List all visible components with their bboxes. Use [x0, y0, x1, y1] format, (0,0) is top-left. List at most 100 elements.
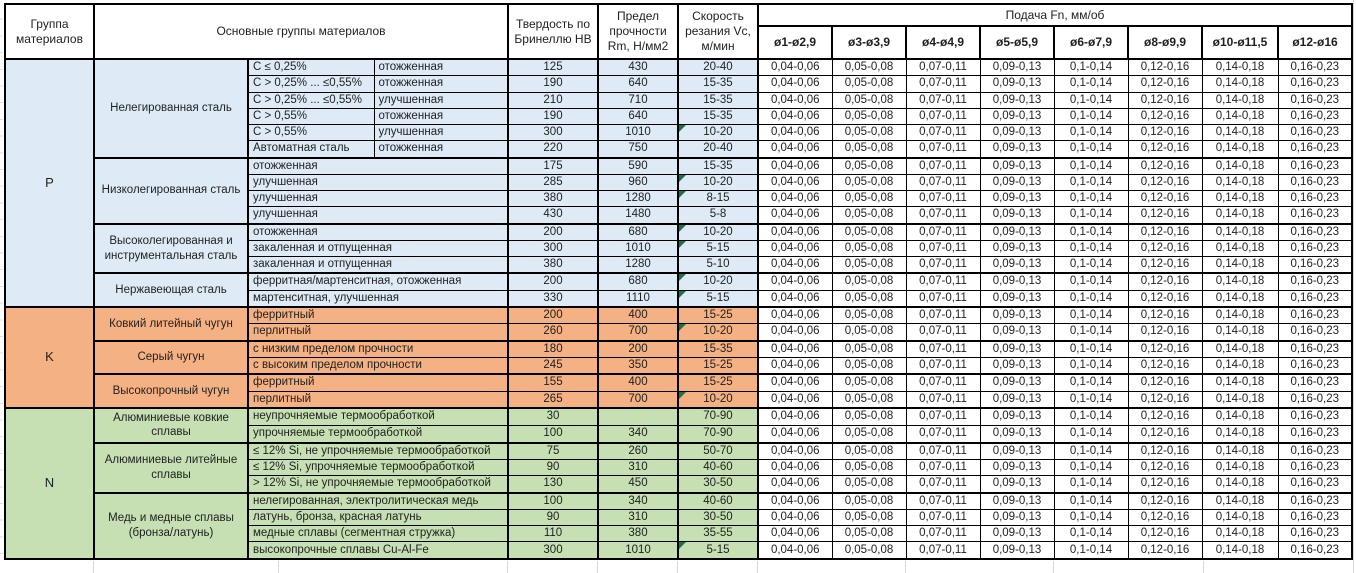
feed-value-cell[interactable]: 0,12-0,16 [1127, 156, 1203, 175]
feed-value-cell[interactable]: 0,07-0,11 [905, 525, 981, 543]
material-subtype-cell[interactable]: C > 0,25% ... ≤0,55% [247, 75, 375, 93]
feed-value-cell[interactable]: 0,14-0,18 [1201, 306, 1279, 325]
feed-value-cell[interactable]: 0,1-0,14 [1053, 509, 1129, 527]
feed-value-cell[interactable]: 0,12-0,16 [1127, 525, 1203, 543]
feed-value-cell[interactable]: 0,16-0,23 [1277, 222, 1353, 241]
material-condition-cell[interactable]: с высоким пределом прочности [247, 356, 509, 375]
feed-value-cell[interactable]: 0,16-0,23 [1277, 525, 1353, 543]
feed-value-cell[interactable]: 0,12-0,16 [1127, 441, 1203, 461]
material-condition-cell[interactable]: улучшенная [247, 173, 509, 192]
feed-value-cell[interactable]: 0,09-0,13 [979, 123, 1055, 142]
feed-value-cell[interactable]: 0,04-0,06 [757, 406, 833, 426]
strength-cell[interactable] [597, 406, 679, 426]
feed-value-cell[interactable]: 0,05-0,08 [831, 58, 907, 77]
feed-value-cell[interactable]: 0,12-0,16 [1127, 339, 1203, 358]
feed-value-cell[interactable]: 0,04-0,06 [757, 491, 833, 511]
feed-value-cell[interactable]: 0,05-0,08 [831, 306, 907, 325]
hardness-cell[interactable]: 200 [507, 222, 599, 241]
feed-value-cell[interactable]: 0,05-0,08 [831, 107, 907, 126]
cutting-speed-cell[interactable]: 35-55 [677, 525, 759, 543]
feed-value-cell[interactable]: 0,09-0,13 [979, 91, 1055, 109]
feed-value-cell[interactable]: 0,07-0,11 [905, 256, 981, 274]
feed-value-cell[interactable]: 0,14-0,18 [1201, 206, 1279, 225]
feed-value-cell[interactable]: 0,1-0,14 [1053, 424, 1129, 444]
feed-value-cell[interactable]: 0,1-0,14 [1053, 123, 1129, 142]
feed-value-cell[interactable]: 0,16-0,23 [1277, 173, 1353, 192]
feed-value-cell[interactable]: 0,09-0,13 [979, 107, 1055, 126]
cutting-speed-cell[interactable]: 5-15 [677, 289, 759, 308]
header-main-material-groups[interactable]: Основные группы материалов [93, 3, 509, 60]
hardness-cell[interactable]: 190 [507, 75, 599, 93]
hardness-cell[interactable]: 200 [507, 272, 599, 291]
feed-value-cell[interactable]: 0,1-0,14 [1053, 58, 1129, 77]
material-condition-cell[interactable]: отожженная [373, 140, 509, 159]
feed-value-cell[interactable]: 0,12-0,16 [1127, 173, 1203, 192]
feed-value-cell[interactable]: 0,16-0,23 [1277, 356, 1353, 375]
feed-value-cell[interactable]: 0,12-0,16 [1127, 140, 1203, 159]
header-diameter-6[interactable]: ø8-ø9,9 [1127, 25, 1203, 60]
feed-value-cell[interactable]: 0,1-0,14 [1053, 206, 1129, 225]
cutting-speed-cell[interactable]: 15-35 [677, 91, 759, 109]
strength-cell[interactable]: 700 [597, 390, 679, 409]
feed-value-cell[interactable]: 0,04-0,06 [757, 441, 833, 461]
feed-value-cell[interactable]: 0,14-0,18 [1201, 541, 1279, 560]
feed-value-cell[interactable]: 0,16-0,23 [1277, 190, 1353, 208]
header-feed-title[interactable]: Подача Fn, мм/об [756, 3, 1354, 27]
feed-value-cell[interactable]: 0,12-0,16 [1127, 123, 1203, 142]
feed-value-cell[interactable]: 0,1-0,14 [1053, 441, 1129, 461]
feed-value-cell[interactable]: 0,09-0,13 [979, 491, 1055, 511]
hardness-cell[interactable]: 90 [507, 459, 599, 477]
feed-value-cell[interactable]: 0,1-0,14 [1053, 339, 1129, 358]
strength-cell[interactable]: 1280 [597, 190, 679, 208]
material-condition-cell[interactable]: отожженная [373, 58, 509, 77]
material-block-name-cell[interactable]: Медь и медные сплавы (бронза/латунь) [93, 491, 249, 560]
material-subtype-cell[interactable]: C > 0,25% ... ≤0,55% [247, 91, 375, 109]
feed-value-cell[interactable]: 0,12-0,16 [1127, 424, 1203, 444]
feed-value-cell[interactable]: 0,12-0,16 [1127, 306, 1203, 325]
feed-value-cell[interactable]: 0,16-0,23 [1277, 256, 1353, 274]
feed-value-cell[interactable]: 0,09-0,13 [979, 306, 1055, 325]
feed-value-cell[interactable]: 0,05-0,08 [831, 339, 907, 358]
feed-value-cell[interactable]: 0,05-0,08 [831, 190, 907, 208]
feed-value-cell[interactable]: 0,16-0,23 [1277, 475, 1353, 494]
feed-value-cell[interactable]: 0,04-0,06 [757, 75, 833, 93]
strength-cell[interactable]: 340 [597, 491, 679, 511]
feed-value-cell[interactable]: 0,09-0,13 [979, 356, 1055, 375]
feed-value-cell[interactable]: 0,09-0,13 [979, 406, 1055, 426]
hardness-cell[interactable]: 175 [507, 156, 599, 175]
material-condition-cell[interactable]: латунь, бронза, красная латунь [247, 509, 509, 527]
feed-value-cell[interactable]: 0,16-0,23 [1277, 406, 1353, 426]
feed-value-cell[interactable]: 0,14-0,18 [1201, 491, 1279, 511]
hardness-cell[interactable]: 125 [507, 58, 599, 77]
hardness-cell[interactable]: 380 [507, 256, 599, 274]
feed-value-cell[interactable]: 0,1-0,14 [1053, 373, 1129, 392]
strength-cell[interactable]: 1010 [597, 239, 679, 258]
feed-value-cell[interactable]: 0,04-0,06 [757, 239, 833, 258]
feed-value-cell[interactable]: 0,09-0,13 [979, 58, 1055, 77]
material-condition-cell[interactable]: ≤ 12% Si, не упрочняемые термообработкой [247, 441, 509, 461]
feed-value-cell[interactable]: 0,05-0,08 [831, 390, 907, 409]
feed-value-cell[interactable]: 0,05-0,08 [831, 459, 907, 477]
feed-value-cell[interactable]: 0,04-0,06 [757, 156, 833, 175]
strength-cell[interactable]: 640 [597, 107, 679, 126]
feed-value-cell[interactable]: 0,07-0,11 [905, 509, 981, 527]
feed-value-cell[interactable]: 0,1-0,14 [1053, 541, 1129, 560]
hardness-cell[interactable]: 100 [507, 424, 599, 444]
feed-value-cell[interactable]: 0,1-0,14 [1053, 306, 1129, 325]
feed-value-cell[interactable]: 0,1-0,14 [1053, 272, 1129, 291]
hardness-cell[interactable]: 180 [507, 339, 599, 358]
feed-value-cell[interactable]: 0,07-0,11 [905, 441, 981, 461]
header-tensile-strength[interactable]: Предел прочности Rm, Н/мм2 [597, 3, 679, 60]
feed-value-cell[interactable]: 0,05-0,08 [831, 541, 907, 560]
material-block-name-cell[interactable]: Ковкий литейный чугун [93, 306, 249, 342]
feed-value-cell[interactable]: 0,07-0,11 [905, 373, 981, 392]
feed-value-cell[interactable]: 0,16-0,23 [1277, 441, 1353, 461]
feed-value-cell[interactable]: 0,12-0,16 [1127, 75, 1203, 93]
feed-value-cell[interactable]: 0,07-0,11 [905, 206, 981, 225]
feed-value-cell[interactable]: 0,07-0,11 [905, 541, 981, 560]
feed-value-cell[interactable]: 0,07-0,11 [905, 272, 981, 291]
feed-value-cell[interactable]: 0,05-0,08 [831, 91, 907, 109]
strength-cell[interactable]: 310 [597, 509, 679, 527]
feed-value-cell[interactable]: 0,04-0,06 [757, 123, 833, 142]
feed-value-cell[interactable]: 0,12-0,16 [1127, 91, 1203, 109]
